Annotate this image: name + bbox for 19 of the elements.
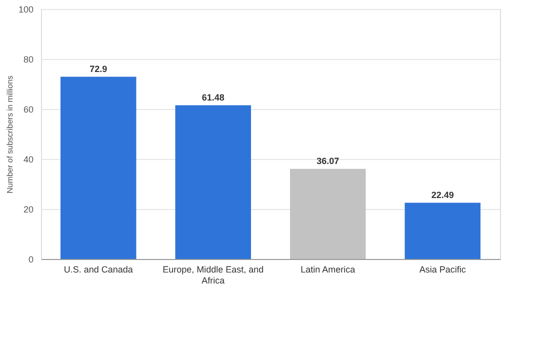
bar	[175, 105, 251, 259]
y-tick-label: 60	[23, 104, 34, 114]
bar	[60, 76, 136, 259]
data-label: 36.07	[316, 156, 340, 166]
y-tick-label: 40	[23, 154, 34, 164]
data-label: 72.9	[90, 64, 108, 74]
bar	[290, 168, 366, 259]
y-tick-label: 0	[28, 254, 34, 264]
x-tick-label: Asia Pacific	[419, 264, 466, 274]
y-tick-label: 100	[18, 4, 34, 14]
x-tick-label: Latin America	[300, 264, 356, 274]
y-axis-title: Number of subscribers in millions	[5, 76, 14, 194]
y-tick-label: 80	[23, 54, 34, 64]
x-tick-label: U.S. and Canada	[64, 264, 133, 274]
bar	[404, 202, 480, 259]
data-label: 61.48	[202, 92, 224, 102]
x-tick-label: Europe, Middle East, and Africa	[162, 264, 264, 286]
data-label: 22.49	[431, 190, 454, 200]
y-tick-label: 20	[23, 204, 34, 214]
